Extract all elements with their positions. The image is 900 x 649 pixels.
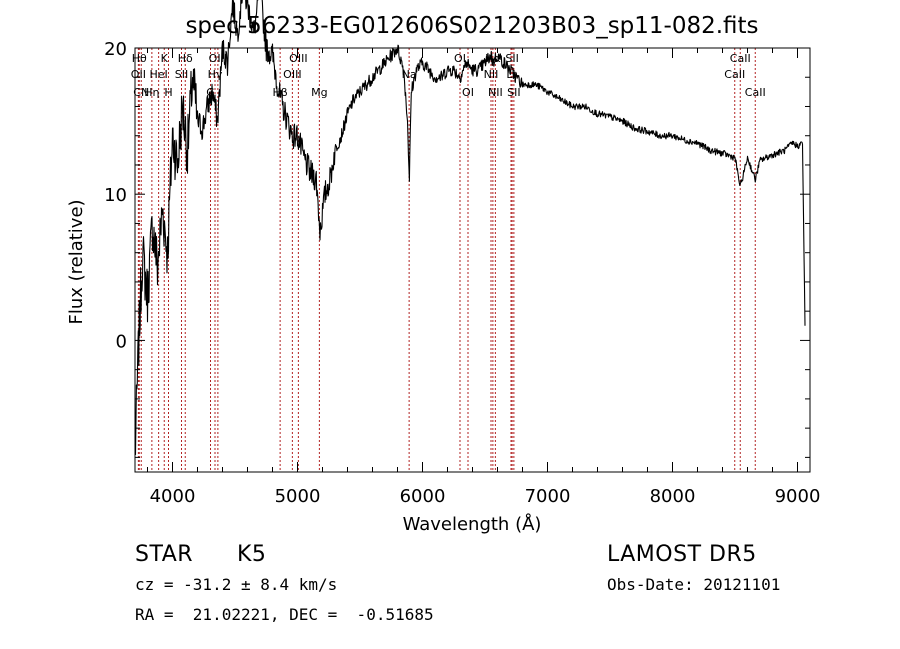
line-marker-label: Hθ [132,52,147,65]
line-marker-label: SII [507,86,520,99]
line-marker-label: NII [484,68,499,81]
line-marker-label: K [161,52,169,65]
x-tick-label: 4000 [150,486,196,507]
survey-name: LAMOST DR5 [607,542,757,567]
x-tick-label: 8000 [650,486,696,507]
x-tick-label: 9000 [775,486,821,507]
chart-title: spec-56233-EG012606S021203B03_sp11-082.f… [185,13,758,39]
x-tick-label: 5000 [275,486,321,507]
spectrum-series [134,0,806,456]
line-marker-label: OIII [289,52,307,65]
line-marker-label: HeI [149,68,167,81]
x-axis-label: Wavelength (Å) [403,513,542,535]
line-marker-label: Hδ [178,52,193,65]
line-marker-label: Mg [311,86,327,99]
line-marker-label: Hη [144,86,159,99]
y-tick-label: 20 [104,39,127,60]
object-subclass: K5 [237,542,267,567]
ra-dec-value: RA = 21.02221, DEC = -0.51685 [135,605,434,624]
line-marker-label: CN [133,86,149,99]
line-marker-label: Hγ [208,68,223,81]
plot-frame [134,47,811,473]
y-axis-ticks: 0 10 20 [104,39,810,458]
x-tick-label: 6000 [400,486,446,507]
x-tick-label: 7000 [525,486,571,507]
x-axis-ticks: 4000 5000 6000 7000 8000 9000 [147,48,821,507]
line-marker-label: CaII [724,68,745,81]
cz-value: cz = -31.2 ± 8.4 km/s [135,575,338,594]
line-marker-label: OI [462,86,474,99]
spectrum-line [134,0,806,456]
line-marker-label: OII [131,68,146,81]
line-marker-label: H [164,86,172,99]
line-marker-label: NII [488,86,503,99]
line-marker-label: CaII [730,52,751,65]
object-class: STAR [135,542,194,567]
y-tick-label: 0 [116,331,127,352]
line-markers [137,48,756,472]
line-marker-label: OI [454,52,466,65]
line-marker-label: SII [175,68,188,81]
line-marker-label: SII [505,52,518,65]
line-marker-label: OIII [283,68,301,81]
observation-date: Obs-Date: 20121101 [607,575,781,594]
y-tick-label: 10 [104,185,127,206]
y-axis-label: Flux (relative) [66,199,87,324]
line-marker-label: CaII [745,86,766,99]
line-marker-label: Na [402,68,417,81]
